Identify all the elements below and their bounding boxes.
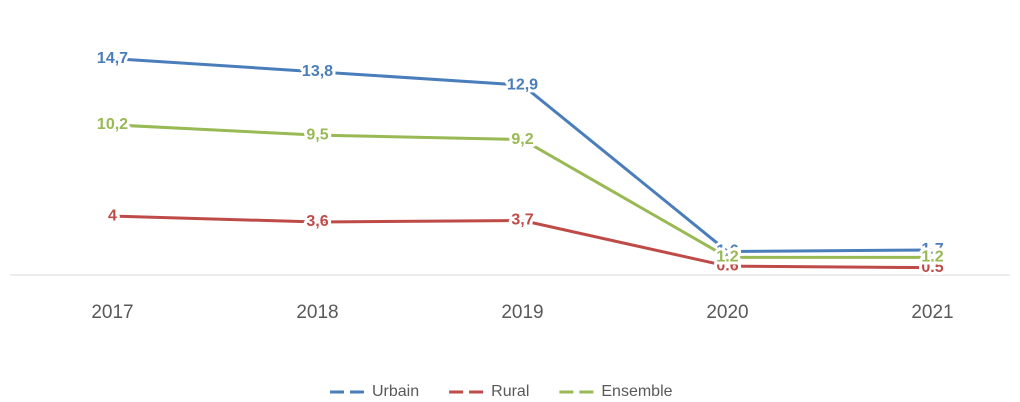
data-label: 9,2 xyxy=(511,131,533,148)
legend-label: Ensemble xyxy=(601,383,672,400)
x-tick-label: 2019 xyxy=(501,302,543,323)
x-tick-label: 2021 xyxy=(911,302,953,323)
legend-label: Rural xyxy=(491,383,529,400)
data-label: 10,2 xyxy=(97,116,128,133)
data-label: 3,6 xyxy=(306,213,328,230)
x-tick-label: 2017 xyxy=(91,302,133,323)
line xyxy=(112,123,933,259)
data-label: 0.6 xyxy=(716,257,738,274)
data-label: 13,8 xyxy=(302,63,333,80)
data-label: 1.2 xyxy=(921,249,943,266)
data-label: 9,5 xyxy=(306,126,328,143)
x-tick-label: 2020 xyxy=(706,302,748,323)
data-label: 1.7 xyxy=(921,241,943,258)
data-label: 3,7 xyxy=(511,212,533,229)
line xyxy=(112,214,933,270)
legend-label: Urbain xyxy=(372,383,419,400)
data-label: 14,7 xyxy=(97,50,128,67)
data-label: 12,9 xyxy=(507,76,538,93)
line xyxy=(112,57,933,253)
data-label: 1.2 xyxy=(716,249,738,266)
x-tick-label: 2018 xyxy=(296,302,338,323)
data-label: 0.5 xyxy=(921,259,943,276)
data-label: 4 xyxy=(108,207,117,224)
